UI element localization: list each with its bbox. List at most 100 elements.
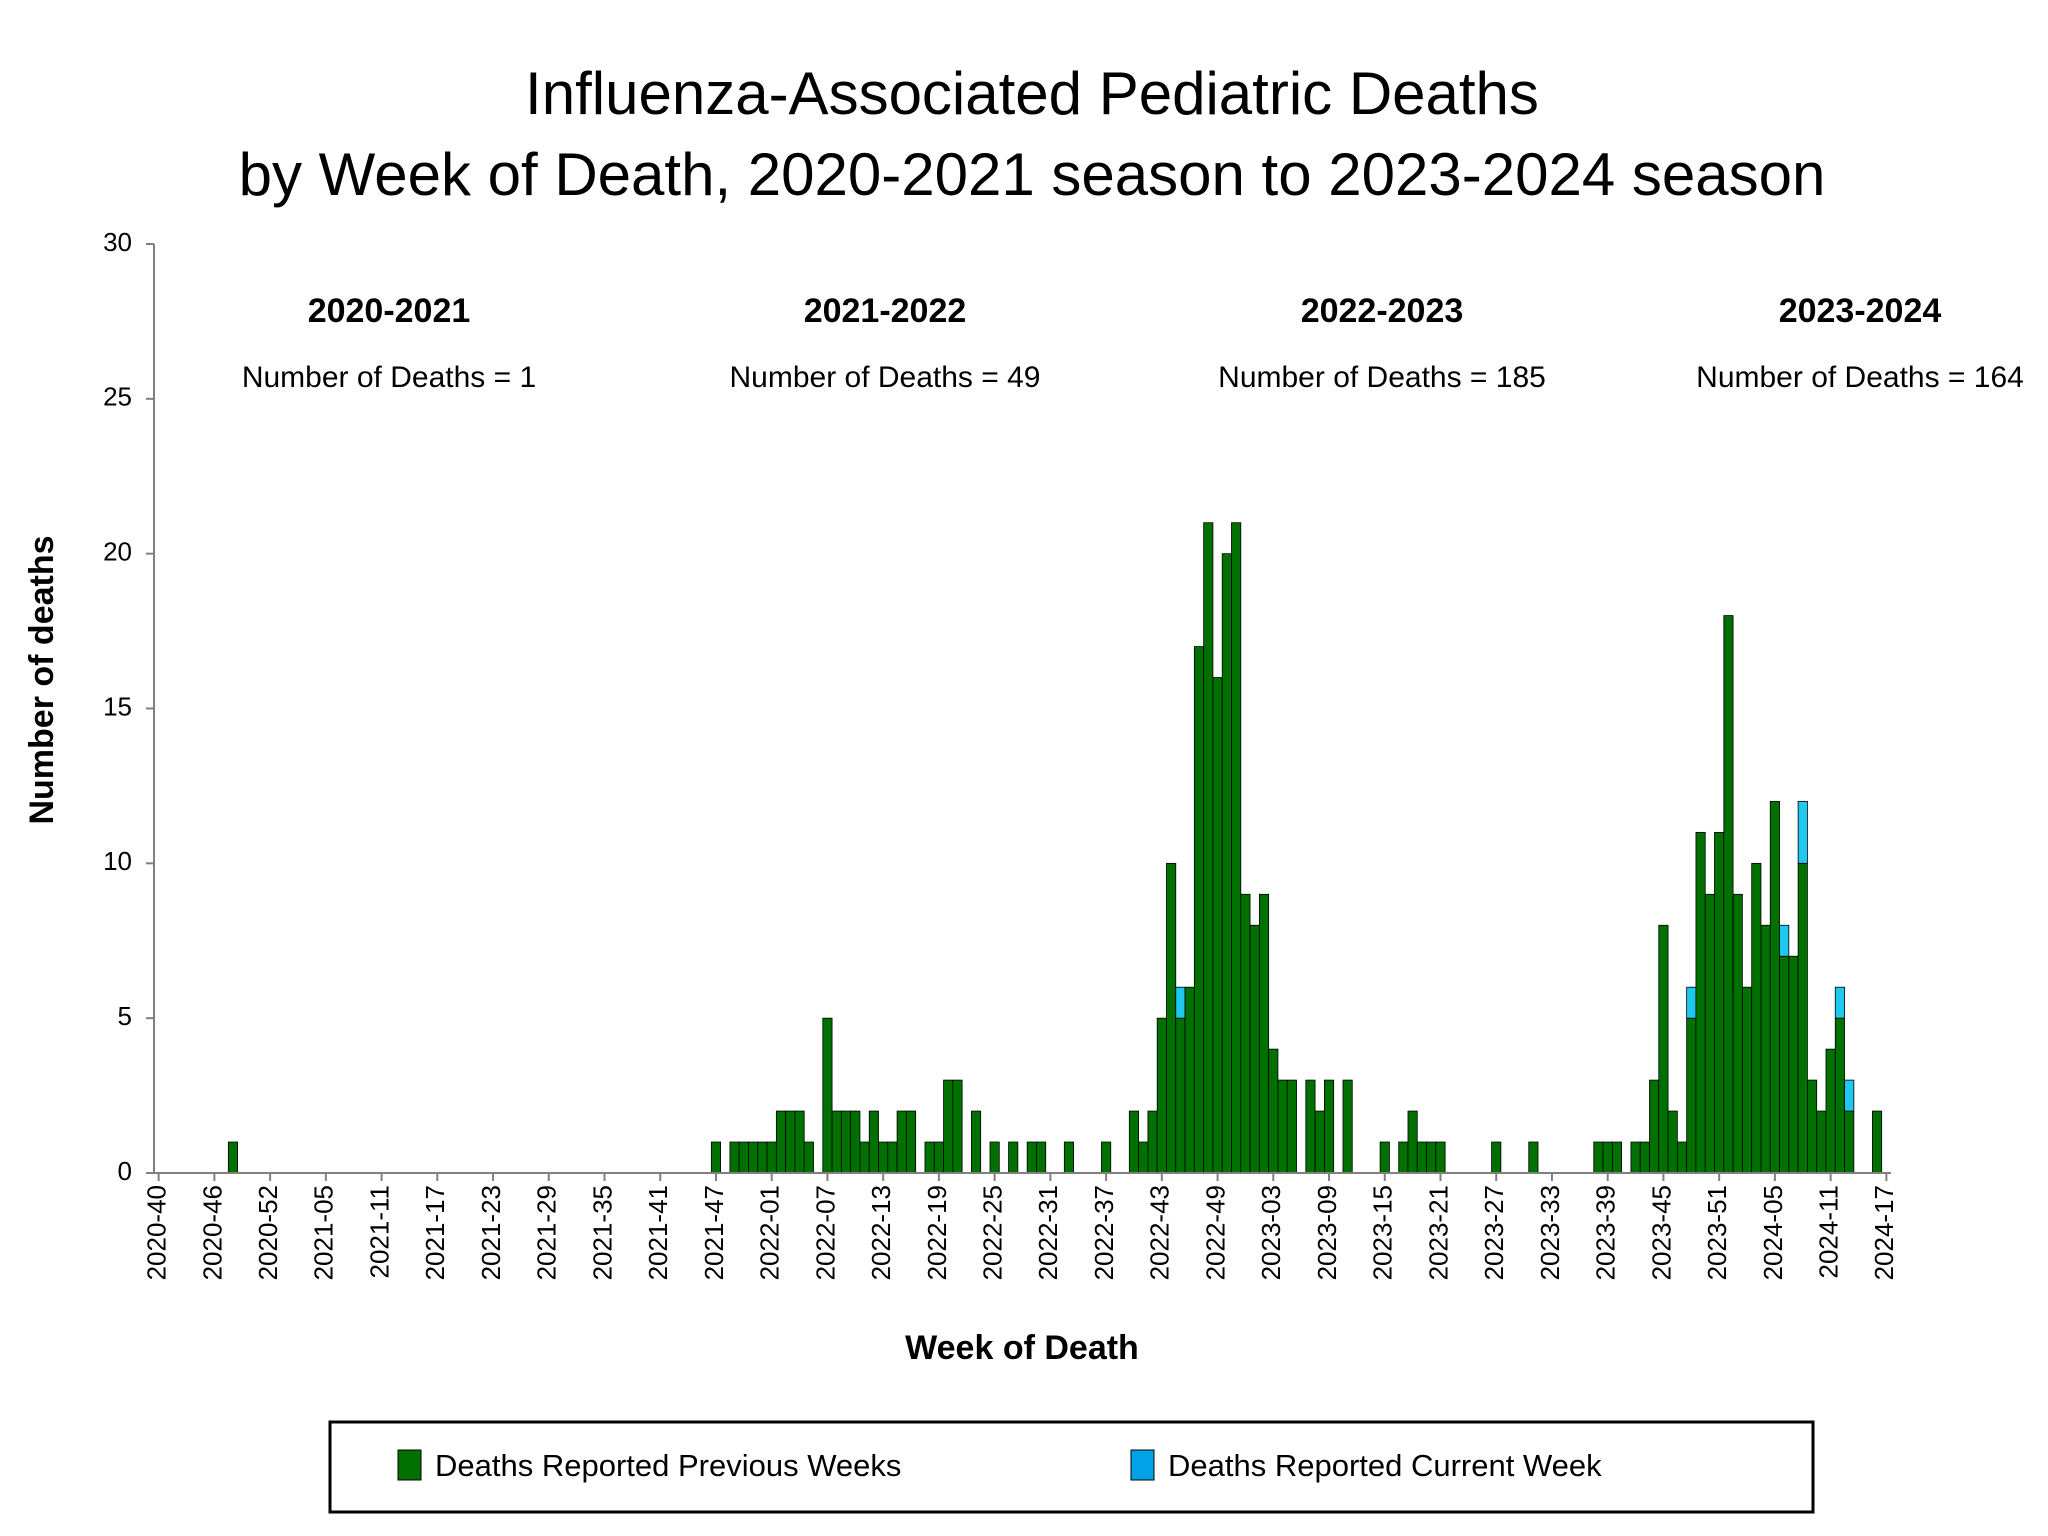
- legend-swatch: [397, 1449, 422, 1481]
- bar-segment: [1788, 955, 1799, 1174]
- bar-segment: [831, 1110, 842, 1174]
- bar-segment: [1658, 924, 1669, 1174]
- bar-segment: [1649, 1079, 1660, 1174]
- bar-segment: [1807, 1079, 1818, 1174]
- bar-segment: [1695, 831, 1706, 1174]
- season-total: Number of Deaths = 185: [1218, 361, 1546, 394]
- x-tick-label: 2022-43: [1145, 1185, 1175, 1280]
- y-axis-title: Number of deaths: [23, 535, 61, 824]
- y-tick-label: 20: [103, 537, 132, 567]
- bar-segment: [1277, 1079, 1288, 1174]
- bar-segment: [1686, 986, 1697, 1019]
- bar-segment: [1779, 924, 1790, 957]
- x-tick-label: 2020-52: [253, 1185, 283, 1280]
- bar-segment: [1221, 553, 1232, 1174]
- bar-segment: [1258, 893, 1270, 1174]
- y-tick-label: 10: [103, 846, 132, 876]
- x-tick-label: 2023-33: [1535, 1185, 1565, 1280]
- chart-title: Influenza-Associated Pediatric Deaths: [525, 60, 1539, 127]
- bar-segment: [1175, 986, 1186, 1019]
- bar-segment: [1416, 1141, 1427, 1174]
- bar-segment: [840, 1110, 852, 1174]
- bar-segment: [971, 1110, 982, 1174]
- x-tick-label: 2022-25: [978, 1185, 1008, 1280]
- bar-segment: [1342, 1079, 1353, 1174]
- bar-segment: [850, 1110, 861, 1174]
- bar-segment: [1398, 1141, 1409, 1174]
- bar-segment: [943, 1079, 954, 1174]
- bar-segment: [1741, 986, 1753, 1174]
- bar-segment: [859, 1141, 870, 1174]
- bar-segment: [1593, 1141, 1604, 1174]
- chart-title: by Week of Death, 2020-2021 season to 20…: [239, 141, 1826, 208]
- bar-segment: [785, 1110, 796, 1174]
- bar-segment: [1426, 1141, 1437, 1174]
- x-tick-label: 2021-17: [420, 1185, 450, 1280]
- bar-segment: [1203, 522, 1214, 1174]
- bar-segment: [1101, 1141, 1112, 1174]
- x-tick-label: 2023-51: [1702, 1185, 1732, 1280]
- bar-segment: [1723, 615, 1734, 1174]
- x-tick-label: 2021-11: [364, 1185, 394, 1279]
- bar-segment: [1314, 1110, 1325, 1174]
- bar-segment: [1732, 893, 1743, 1174]
- x-tick-label: 2021-05: [309, 1185, 339, 1280]
- bar-segment: [1491, 1141, 1502, 1174]
- y-tick-label: 15: [103, 691, 132, 721]
- x-tick-label: 2021-47: [699, 1185, 729, 1280]
- bar-segment: [822, 1017, 833, 1174]
- bar-segment: [1686, 1017, 1697, 1174]
- bar-segment: [1769, 801, 1780, 1174]
- bar-segment: [1779, 955, 1790, 1174]
- bar-segment: [1193, 646, 1205, 1174]
- bar-segment: [748, 1141, 759, 1174]
- bar-segment: [1231, 522, 1242, 1174]
- x-tick-label: 2022-49: [1200, 1185, 1230, 1280]
- legend-swatch: [1130, 1449, 1155, 1481]
- y-tick-label: 0: [118, 1156, 132, 1186]
- bar-segment: [1639, 1141, 1650, 1174]
- bar-segment: [1834, 1017, 1845, 1174]
- bar-segment: [905, 1110, 917, 1174]
- bar-segment: [794, 1110, 805, 1174]
- bar-segment: [1286, 1079, 1297, 1174]
- bar-segment: [1407, 1110, 1418, 1174]
- bar-segment: [1026, 1141, 1037, 1174]
- bar-segment: [729, 1141, 740, 1174]
- x-tick-label: 2023-21: [1423, 1185, 1453, 1280]
- bar-segment: [1667, 1110, 1678, 1174]
- x-tick-label: 2023-45: [1646, 1185, 1676, 1280]
- x-tick-label: 2020-40: [142, 1185, 172, 1280]
- bar-segment: [1147, 1110, 1158, 1174]
- x-tick-label: 2021-23: [476, 1185, 506, 1280]
- bar-segment: [1611, 1141, 1623, 1174]
- bar-segment: [1676, 1141, 1688, 1174]
- bar-segment: [933, 1141, 944, 1174]
- bar-segment: [1166, 862, 1177, 1174]
- bar-segment: [1816, 1110, 1827, 1174]
- bar-segment: [1128, 1110, 1140, 1174]
- bar-segment: [1036, 1141, 1047, 1174]
- bar-segment: [1844, 1079, 1855, 1112]
- y-tick-label: 30: [103, 227, 132, 257]
- x-tick-label: 2023-03: [1256, 1185, 1286, 1280]
- bar-segment: [1630, 1141, 1641, 1174]
- x-tick-label: 2022-31: [1033, 1185, 1063, 1280]
- bar-segment: [1760, 924, 1771, 1174]
- bar-segment: [757, 1141, 768, 1174]
- x-tick-label: 2023-39: [1591, 1185, 1621, 1280]
- bar-segment: [1323, 1079, 1335, 1174]
- season-title: 2022-2023: [1301, 292, 1464, 330]
- season-total: Number of Deaths = 164: [1696, 361, 2024, 394]
- bar-segment: [1138, 1141, 1149, 1174]
- season-title: 2021-2022: [804, 292, 967, 330]
- bar-segment: [896, 1110, 907, 1174]
- bar-segment: [952, 1079, 963, 1174]
- bar-segment: [710, 1141, 722, 1174]
- bar-segment: [1249, 924, 1260, 1174]
- bar-segment: [1184, 986, 1195, 1174]
- bar-segment: [1797, 801, 1808, 864]
- x-tick-label: 2020-46: [197, 1185, 227, 1280]
- bar-segment: [887, 1141, 898, 1174]
